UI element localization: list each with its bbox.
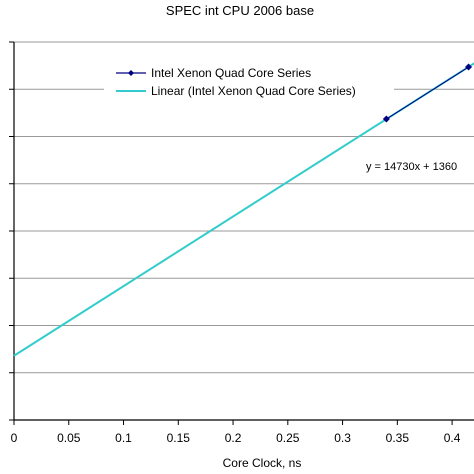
trendline-equation: y = 14730x + 1360 xyxy=(366,161,457,173)
grid-lines xyxy=(14,41,474,374)
series-line xyxy=(386,66,469,120)
x-tick-label: 0.1 xyxy=(115,431,132,445)
data-point xyxy=(382,115,390,123)
plot-area xyxy=(13,62,474,357)
x-axis-label: Core Clock, ns xyxy=(223,456,302,470)
legend-label-series: Intel Xenon Quad Core Series xyxy=(151,66,311,80)
x-tick-label: 0.05 xyxy=(57,431,81,445)
x-tick-label: 0.35 xyxy=(386,431,410,445)
x-tick-label: 0.25 xyxy=(276,431,300,445)
chart-title: SPEC int CPU 2006 base xyxy=(166,3,314,18)
x-tick-label: 0.15 xyxy=(167,431,191,445)
x-ticks: 0 0.05 0.1 0.15 0.2 0.25 0.3 0.35 0.4 xyxy=(11,420,461,445)
y-ticks xyxy=(9,41,14,421)
legend-background xyxy=(104,62,394,107)
legend-marker-diamond xyxy=(128,70,134,76)
legend-label-trendline: Linear (Intel Xenon Quad Core Series) xyxy=(151,84,356,98)
x-tick-label: 0 xyxy=(11,431,18,445)
data-point xyxy=(465,63,473,71)
x-tick-label: 0.4 xyxy=(444,431,461,445)
x-tick-label: 0.2 xyxy=(225,431,242,445)
x-tick-label: 0.3 xyxy=(334,431,351,445)
